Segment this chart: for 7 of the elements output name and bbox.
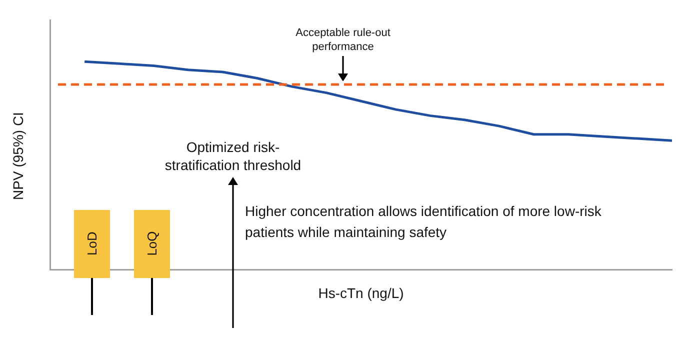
text: Acceptable rule-out performance <box>294 26 392 54</box>
annotation: LoD <box>84 230 100 258</box>
annotation: LoQ <box>144 230 160 258</box>
annotation: Optimized risk-stratification threshold <box>164 138 302 174</box>
annotation: Higher concentration allows identification of more low-risk patients while maintaining safety <box>245 202 602 242</box>
x-axis-title: Hs-cTn (ng/L) <box>317 284 405 301</box>
y-axis-title: NPV (95%) CI <box>10 111 26 202</box>
